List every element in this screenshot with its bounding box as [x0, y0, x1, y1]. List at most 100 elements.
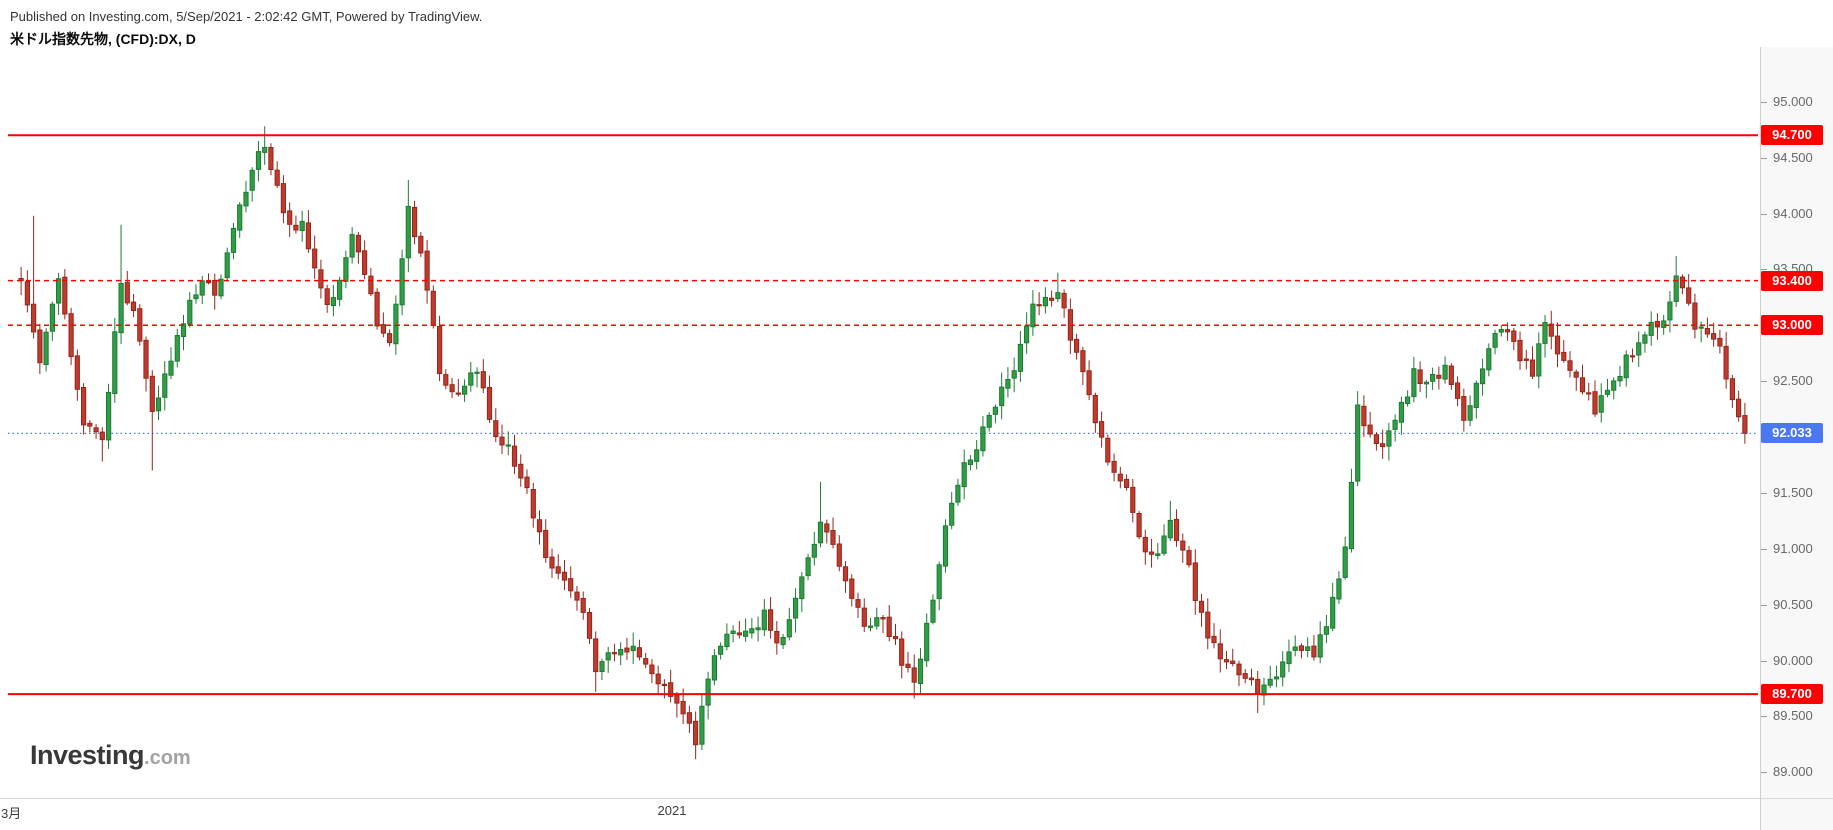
candle [917, 648, 924, 694]
candle [174, 328, 180, 368]
candle [1542, 315, 1548, 358]
candle [1311, 635, 1317, 661]
price-tick-label: 90.500 [1773, 597, 1813, 612]
candle [1729, 375, 1736, 408]
candle [1717, 329, 1723, 354]
candle [443, 369, 449, 390]
price-tick-mark [1761, 493, 1767, 494]
candle [1373, 432, 1380, 451]
candle [37, 323, 43, 374]
candle [874, 607, 880, 630]
candle [1529, 346, 1536, 379]
candle [1686, 274, 1692, 306]
candle [755, 616, 761, 642]
candle [1205, 598, 1211, 650]
candle [1448, 363, 1454, 390]
candle [1423, 379, 1430, 399]
candle [387, 329, 393, 347]
candle [1661, 314, 1667, 335]
candle [399, 249, 405, 316]
candle [193, 284, 199, 304]
candle [1342, 536, 1348, 580]
price-level-label: 89.700 [1761, 684, 1823, 704]
candle [980, 416, 986, 457]
candle [74, 349, 80, 401]
candle [1092, 392, 1098, 433]
candle [262, 126, 268, 165]
price-tick-label: 89.500 [1773, 708, 1813, 723]
candle [1111, 453, 1117, 482]
price-tick-label: 94.500 [1773, 150, 1813, 165]
candle [924, 613, 930, 667]
candle [1498, 325, 1504, 337]
candle [1629, 348, 1636, 363]
price-tick-mark [1761, 716, 1767, 717]
candle [1298, 643, 1305, 659]
candle [1723, 331, 1729, 389]
candle [636, 639, 642, 661]
candle [593, 631, 599, 692]
candle [1036, 292, 1042, 316]
price-tick-label: 95.000 [1773, 94, 1813, 109]
candle [1405, 390, 1411, 407]
candle [1442, 356, 1448, 384]
candle [780, 633, 786, 649]
candle [362, 240, 368, 280]
candle [549, 548, 555, 579]
candle [861, 598, 867, 632]
last-price-label: 92.033 [1761, 423, 1823, 443]
candle [124, 271, 130, 306]
candle [224, 247, 230, 281]
time-axis-label: 3月 [1, 806, 22, 821]
candle [774, 621, 780, 655]
candle [661, 679, 667, 699]
candle [1430, 367, 1436, 390]
candle [1067, 298, 1074, 354]
candle [711, 649, 717, 686]
candle [1267, 665, 1273, 689]
candle [1648, 311, 1654, 346]
candle [1586, 382, 1592, 401]
candle [1236, 660, 1242, 687]
candle [355, 232, 361, 264]
candle [155, 385, 162, 421]
candle [337, 276, 343, 307]
candle [31, 215, 37, 339]
candle [743, 618, 749, 642]
candle [1049, 290, 1055, 307]
candle [786, 607, 792, 641]
candle [1523, 349, 1529, 370]
candle [799, 572, 805, 613]
candle [1149, 538, 1155, 568]
candle [1017, 331, 1023, 382]
candle [1504, 322, 1511, 341]
candle [1461, 388, 1467, 432]
candle [330, 285, 336, 317]
candle [611, 643, 617, 662]
candle [162, 361, 168, 411]
candle [1255, 671, 1261, 714]
candle [543, 519, 549, 563]
candle [130, 294, 137, 318]
candle [405, 180, 411, 273]
candle [693, 711, 699, 760]
candle [1061, 289, 1067, 318]
candle [630, 632, 636, 665]
price-tick-mark [1761, 269, 1767, 270]
candle [643, 652, 649, 669]
candle [1480, 358, 1486, 396]
candle [168, 347, 174, 380]
candle [524, 469, 530, 494]
candle [99, 427, 105, 462]
candle [199, 275, 205, 305]
candle [1192, 549, 1198, 615]
candle [87, 420, 93, 433]
candle [1336, 571, 1342, 605]
candle [761, 599, 767, 637]
candle [880, 615, 886, 634]
candle [905, 651, 911, 673]
candle [568, 566, 574, 598]
price-level-label: 94.700 [1761, 125, 1823, 145]
candle [886, 605, 892, 642]
candle [1367, 411, 1373, 438]
